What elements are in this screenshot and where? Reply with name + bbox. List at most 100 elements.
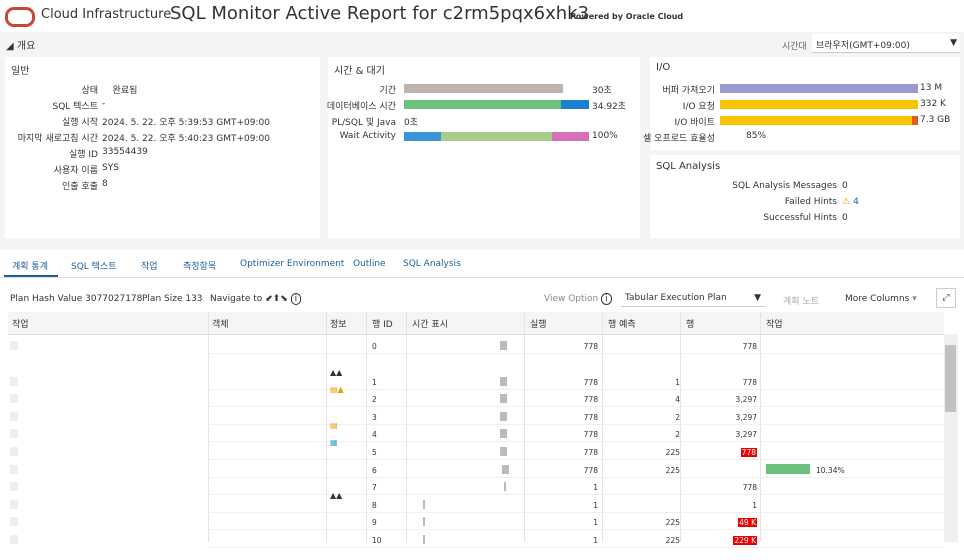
more-columns[interactable]: More Columns ▾	[845, 294, 917, 304]
row-stripe	[10, 535, 18, 544]
tab[interactable]: Optimizer Environment	[240, 259, 345, 269]
column-header: 작업	[766, 320, 783, 330]
overview-toggle[interactable]: ◢ 개요	[6, 41, 36, 52]
tab[interactable]: 측정항목	[183, 262, 217, 272]
panel-title: 일반	[11, 66, 30, 77]
cell: 3,297	[735, 395, 757, 405]
value: 0	[842, 181, 848, 191]
value: 85%	[746, 131, 767, 141]
row-stripe	[10, 447, 18, 456]
info-icon: ▤	[330, 421, 338, 430]
cell: 5	[372, 448, 377, 457]
field-label: PL/SQL 및 Java	[331, 118, 396, 128]
bar	[552, 132, 589, 141]
info-icon[interactable]: i	[290, 293, 302, 305]
column-line	[680, 312, 681, 542]
value: 100%	[592, 131, 618, 141]
cell: 1	[752, 500, 757, 510]
column-line	[208, 312, 209, 542]
cell: 778	[583, 448, 598, 457]
column-line	[366, 312, 367, 542]
tab[interactable]: 계획 통계	[12, 262, 48, 272]
field-label: Failed Hints	[784, 197, 837, 207]
tab[interactable]: 작업	[141, 262, 158, 272]
divider	[0, 277, 964, 278]
time-bar	[423, 517, 425, 527]
column-header: 작업	[12, 320, 29, 330]
field-value: ⚠ 4	[842, 197, 859, 207]
cell: 225	[665, 536, 680, 545]
cell: 778	[742, 377, 757, 387]
bar	[720, 84, 918, 93]
time-bar	[500, 429, 507, 439]
cell: 1	[593, 483, 598, 493]
field-value: ✔완료됨	[102, 83, 400, 96]
cell: 778	[583, 395, 598, 405]
bar	[912, 116, 918, 125]
value: 8	[102, 179, 108, 189]
scrollbar[interactable]	[944, 334, 958, 542]
tz-select[interactable]: 브라우저(GMT+09:00) ▼	[812, 34, 960, 53]
warn-icon: ⚠	[842, 197, 851, 207]
field-label: 실행 ID	[68, 150, 98, 160]
column-header: 정보	[330, 320, 347, 330]
time-bar	[504, 482, 506, 492]
plan-size: Plan Size 133	[142, 294, 203, 304]
field-label: I/O 요청	[682, 102, 715, 112]
bar	[404, 100, 561, 109]
field-label: I/O 바이트	[674, 118, 715, 128]
cell: 2	[675, 412, 680, 422]
cell: 4	[675, 395, 680, 405]
column-line	[760, 312, 761, 542]
general-panel: 일반 상태 ✔완료됨 SQL 텍스트-실행 시작 2024. 5. 22. 오후 5:…	[5, 57, 400, 238]
activity-bar	[766, 463, 810, 474]
row-line	[208, 388, 944, 390]
column-header: 객체	[212, 320, 229, 330]
field-value: 34.92초	[592, 99, 626, 112]
time-bar	[500, 411, 507, 421]
row-stripe	[10, 394, 18, 404]
time-bar	[500, 394, 507, 404]
tab[interactable]: SQL Analysis	[403, 259, 461, 269]
caret: ▼	[950, 38, 957, 48]
row-stripe	[10, 341, 18, 350]
value: 4	[853, 197, 859, 207]
cell: 2	[675, 430, 680, 440]
plan-select[interactable]: Tabular Execution Plan ▼	[621, 288, 765, 307]
tab[interactable]: Outline	[353, 259, 386, 269]
value: 34.92초	[592, 102, 627, 112]
more-columns-label: More Columns	[845, 294, 910, 304]
row-line	[208, 441, 944, 443]
info-icon: ▤▲	[330, 385, 344, 394]
info-icon: ▦	[330, 438, 338, 447]
cell: 778	[583, 430, 598, 440]
cell: 229 K	[733, 536, 757, 545]
time-bar	[500, 341, 507, 350]
column-line	[326, 312, 327, 542]
value: 2024. 5. 22. 오후 5:40:23 GMT+09:00	[102, 134, 270, 144]
plan-notes[interactable]: 계획 노트	[783, 297, 819, 307]
expand[interactable]: ⤢	[936, 288, 956, 308]
row-line	[208, 459, 944, 460]
cell: 225	[665, 448, 680, 457]
info-icon[interactable]: i	[601, 293, 612, 305]
cell: 1	[593, 500, 598, 510]
value: SYS	[102, 163, 119, 173]
value: -	[102, 99, 106, 109]
cell: 9	[372, 518, 377, 528]
row-line	[208, 476, 944, 478]
field-label: 버퍼 가져오기	[662, 86, 715, 96]
info-icon: ▲▲	[330, 368, 343, 377]
bar	[561, 100, 589, 109]
title: SQL Monitor Active Report for c2rm5pqx6x…	[170, 3, 590, 24]
cell: 1	[593, 518, 598, 528]
field-label: 데이터베이스 시간	[326, 102, 396, 112]
cell: 778	[583, 412, 598, 422]
column-line	[406, 312, 407, 542]
scroll-thumb[interactable]	[945, 345, 956, 412]
tab[interactable]: SQL 텍스트	[71, 262, 117, 272]
time-bar	[502, 464, 509, 474]
value: 7.3 GB	[920, 115, 951, 125]
bar	[404, 132, 441, 141]
